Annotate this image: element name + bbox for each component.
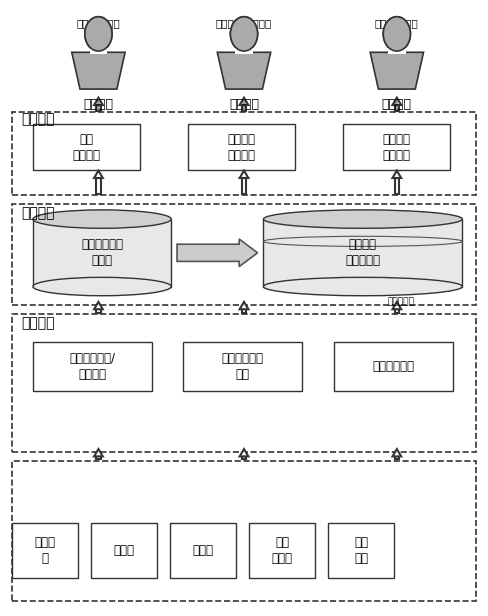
Bar: [12, 111, 476, 195]
Text: 分类采集: 分类采集: [21, 317, 54, 330]
Polygon shape: [240, 171, 248, 178]
Text: 分层应用: 分层应用: [21, 112, 54, 126]
Polygon shape: [72, 52, 125, 89]
Bar: [328, 522, 394, 578]
Circle shape: [85, 17, 112, 51]
Polygon shape: [94, 449, 103, 456]
Bar: [96, 178, 101, 194]
Bar: [388, 45, 406, 54]
Bar: [242, 309, 246, 313]
Text: 检修人员: 检修人员: [382, 99, 412, 111]
Bar: [33, 342, 152, 391]
Polygon shape: [392, 171, 401, 178]
Bar: [242, 456, 246, 460]
Bar: [242, 178, 246, 194]
Text: 运行人员: 运行人员: [83, 99, 113, 111]
Text: 事件数据采集: 事件数据采集: [372, 360, 414, 373]
Polygon shape: [217, 52, 271, 89]
Circle shape: [85, 17, 112, 51]
Text: 实时
应用服务: 实时 应用服务: [72, 132, 101, 161]
Ellipse shape: [264, 277, 462, 296]
Circle shape: [383, 17, 410, 51]
Bar: [242, 105, 246, 110]
Text: 实时数据内存
存储区: 实时数据内存 存储区: [81, 238, 123, 267]
Polygon shape: [94, 302, 103, 309]
Circle shape: [230, 17, 258, 51]
Text: 实时数据采集/
设备控制: 实时数据采集/ 设备控制: [69, 352, 115, 381]
Bar: [33, 219, 171, 286]
Polygon shape: [94, 171, 103, 178]
Text: 汇流箱: 汇流箱: [113, 544, 134, 557]
Polygon shape: [370, 52, 424, 89]
Text: 实时数据和应用: 实时数据和应用: [77, 18, 121, 28]
Text: 事件数据和应用: 事件数据和应用: [375, 18, 419, 28]
Bar: [249, 522, 315, 578]
Text: 远程诊断
应用服务: 远程诊断 应用服务: [383, 132, 411, 161]
Bar: [334, 342, 453, 391]
Text: 分类存储: 分类存储: [21, 206, 54, 220]
Polygon shape: [392, 302, 401, 309]
Circle shape: [230, 17, 258, 51]
Ellipse shape: [264, 210, 462, 229]
Ellipse shape: [33, 210, 171, 229]
Bar: [344, 124, 450, 170]
Text: 周期采样数据和应用: 周期采样数据和应用: [216, 18, 272, 28]
Bar: [395, 105, 399, 110]
Bar: [395, 456, 399, 460]
Bar: [96, 456, 101, 460]
Bar: [12, 461, 476, 601]
Bar: [183, 342, 302, 391]
Text: 管理人员: 管理人员: [229, 99, 259, 111]
Bar: [188, 124, 295, 170]
Polygon shape: [392, 449, 401, 456]
Bar: [96, 105, 101, 110]
Polygon shape: [240, 449, 248, 456]
Polygon shape: [240, 98, 248, 105]
Text: 环境
监测仪: 环境 监测仪: [272, 536, 293, 565]
Bar: [33, 124, 140, 170]
Polygon shape: [94, 98, 103, 105]
Bar: [96, 309, 101, 313]
Bar: [12, 522, 78, 578]
Text: 规范化处理: 规范化处理: [387, 297, 414, 306]
Bar: [12, 204, 476, 305]
Text: 其他
设备: 其他 设备: [354, 536, 368, 565]
Bar: [170, 522, 236, 578]
Bar: [235, 45, 253, 54]
Text: 周期采样数据
采集: 周期采样数据 采集: [222, 352, 264, 381]
Bar: [395, 309, 399, 313]
Text: 运行分析
应用服务: 运行分析 应用服务: [227, 132, 256, 161]
Bar: [395, 178, 399, 194]
Text: 逆变器: 逆变器: [192, 544, 213, 557]
Text: 光伏组
串: 光伏组 串: [34, 536, 55, 565]
Ellipse shape: [33, 277, 171, 296]
Bar: [264, 219, 462, 286]
Polygon shape: [177, 239, 258, 267]
Polygon shape: [392, 98, 401, 105]
Bar: [90, 45, 107, 54]
Circle shape: [383, 17, 410, 51]
Bar: [12, 314, 476, 452]
Bar: [91, 522, 157, 578]
Text: 监控中心
集中数据库: 监控中心 集中数据库: [346, 238, 380, 267]
Polygon shape: [240, 302, 248, 309]
